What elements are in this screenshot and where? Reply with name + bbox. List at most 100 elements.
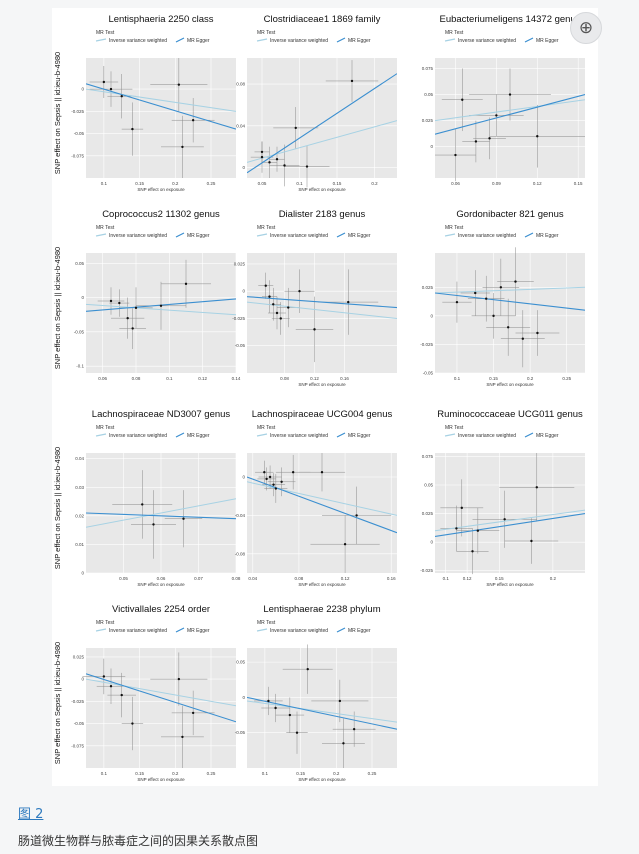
y-tick-label: 0.025 [422,118,434,123]
chart-panel-4: Coprococcus2 11302 genus MR Test Inverse v… [53,209,241,381]
y-tick-label: 0.075 [422,66,434,71]
zoom-button[interactable]: ⊕ [570,12,602,44]
data-point [274,706,277,710]
y-axis-label: SNP effect on Sepsis || id:ieu-b-4980 [53,247,62,369]
legend-title: MR Test [445,30,464,36]
y-tick-label: -0.05 [74,131,85,136]
figure-link[interactable]: 图 2 [18,807,44,822]
y-tick-label: 0.02 [75,513,84,518]
legend-title: MR Test [96,425,115,431]
legend-swatch-egger [336,232,346,238]
x-tick-label: 0.12 [198,376,207,381]
x-tick-label: 0.12 [310,376,319,381]
chart-title: Lentisphaeria 2250 class [108,14,213,25]
y-tick-label: 0.05 [424,92,433,97]
data-point [492,314,495,318]
data-point [274,487,278,490]
legend-swatch-ivw [95,38,107,42]
data-point [287,306,290,309]
data-point [131,127,134,131]
legend-label-egger: MR Egger [187,38,210,44]
y-tick-label: 0 [242,695,245,700]
mr-egger-line [86,678,236,707]
data-point [455,300,459,304]
legend-swatch-egger [336,627,346,633]
x-tick-label: 0.08 [280,376,289,381]
y-tick-label: 0.025 [422,511,434,516]
legend-swatch-egger [524,432,534,438]
chart-title: Ruminococcaceae UCG011 genus [437,409,583,420]
data-point [295,731,299,734]
mr-egger-line [435,509,585,532]
chart-panel-2: Clostridiaceae1 1869 family MR Test Invers… [236,14,397,192]
plot-background [435,453,585,573]
data-point [514,280,517,283]
y-tick-label: 0.05 [75,261,84,266]
y-tick-label: -0.075 [71,743,84,748]
y-tick-label: 0 [430,144,433,149]
data-point [109,87,113,91]
legend-title: MR Test [257,425,276,431]
y-tick-label: 0 [242,289,245,294]
chart-title: Lachnospiraceae UCG004 genus [252,409,393,420]
legend-swatch-egger [336,432,346,438]
x-tick-label: 0.25 [368,771,377,776]
legend-label-ivw: Inverse variance weighted [458,38,516,44]
y-tick-label: 0 [430,313,433,318]
x-tick-label: 0.06 [451,181,460,186]
x-tick-label: 0.08 [295,576,304,581]
data-point [508,93,512,96]
x-tick-label: 0.15 [333,181,342,186]
data-point [283,164,286,167]
legend-swatch-ivw [256,38,268,42]
legend-swatch-ivw [256,233,268,237]
data-point [272,483,275,486]
data-point [120,693,123,697]
chart-panel-6: Gordonibacter 821 genus MR Test Inverse va… [420,209,585,387]
mr-egger-line [435,99,585,122]
y-tick-label: -0.025 [420,342,433,347]
x-tick-label: 0.16 [340,376,349,381]
mr-egger-line [86,88,236,112]
ivw-line [247,696,397,730]
data-point [343,543,347,546]
legend-swatch-ivw [256,628,268,632]
data-point [306,667,309,671]
legend-label-ivw: Inverse variance weighted [109,38,167,44]
ivw-line [247,296,397,309]
data-point [342,742,345,745]
data-point [126,316,129,320]
x-tick-label: 0.1 [101,181,108,186]
ivw-line [86,512,236,520]
data-point [506,326,510,329]
x-tick-label: 0.15 [495,576,504,581]
legend-swatch-ivw [444,38,456,42]
legend-title: MR Test [257,620,276,626]
x-tick-label: 0.1 [101,771,108,776]
x-tick-label: 0.1 [166,376,173,381]
data-point [291,471,295,474]
x-tick-label: 0.04 [248,576,257,581]
legend-swatch-egger [175,37,185,43]
y-tick-label: 0.04 [236,123,245,128]
x-tick-label: 0.25 [207,181,216,186]
x-tick-label: 0.15 [296,771,305,776]
data-point [131,722,134,725]
y-tick-label: 0.025 [234,261,246,266]
data-point [265,477,268,481]
legend-swatch-egger [175,232,185,238]
data-point [191,711,195,715]
data-point [264,284,267,287]
plot-background [435,253,585,373]
x-axis-label: SNP effect on exposure [298,187,346,192]
x-tick-label: 0.12 [463,576,472,581]
data-point [476,529,480,532]
data-point [288,713,292,717]
y-tick-label: -0.05 [423,371,434,376]
mr-egger-line [86,303,236,316]
data-point [275,311,279,315]
chart-title: Lachnospiraceae ND3007 genus [92,409,231,420]
data-point [471,550,474,553]
data-point [102,80,106,84]
data-point [268,161,271,164]
